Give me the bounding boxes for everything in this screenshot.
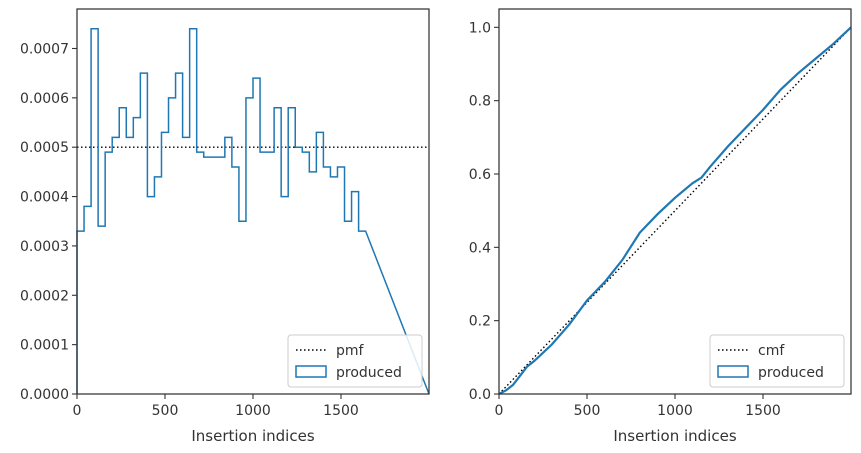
right-axis-ticks: 0 500 1000 1500 0.0 0.2 0.4 0.6 0.8 1.0 — [469, 20, 781, 419]
left-y-tick-label: 0.0001 — [20, 338, 69, 354]
right-plot-area — [498, 26, 852, 395]
right-legend: cmf produced — [709, 334, 845, 388]
right-x-tick-label: 500 — [574, 403, 601, 419]
right-legend-label-produced: produced — [758, 365, 824, 381]
right-y-tick-label: 0.0 — [469, 387, 491, 403]
right-x-tick-label: 1500 — [745, 403, 781, 419]
pmf-histogram-panel: 0 500 1000 1500 0.0000 0.0001 0.0002 0.0003 0.00… — [20, 8, 430, 445]
left-x-tick-label: 1500 — [323, 403, 359, 419]
right-plot-frame — [498, 8, 852, 395]
left-axis-ticks: 0 500 1000 1500 0.0000 0.0001 0.0002 0.0003 0.00… — [20, 41, 359, 419]
right-y-tick-label: 0.4 — [469, 240, 491, 256]
left-x-axis-label: Insertion indices — [191, 427, 314, 445]
left-x-tick-label: 0 — [73, 403, 82, 419]
right-x-axis-label: Insertion indices — [613, 427, 736, 445]
right-series-produced — [498, 26, 852, 395]
left-plot-frame — [76, 8, 430, 395]
left-legend: pmf produced — [287, 334, 423, 388]
left-plot-area — [76, 27, 430, 395]
right-series-cmf — [498, 26, 852, 395]
left-x-tick-label: 1000 — [235, 403, 271, 419]
left-legend-box — [287, 334, 423, 388]
left-x-tick-label: 500 — [152, 403, 179, 419]
left-y-tick-label: 0.0002 — [20, 288, 69, 304]
right-legend-swatch-produced — [717, 365, 749, 378]
right-legend-box — [709, 334, 845, 388]
left-legend-label-produced: produced — [336, 365, 402, 381]
cmf-line-panel: 0 500 1000 1500 0.0 0.2 0.4 0.6 0.8 1.0 Insertion… — [469, 8, 852, 445]
left-legend-swatch-produced — [295, 365, 327, 378]
left-y-tick-label: 0.0006 — [20, 91, 69, 107]
right-y-tick-label: 0.8 — [469, 94, 491, 110]
left-y-tick-label: 0.0004 — [20, 190, 69, 206]
right-y-tick-label: 0.6 — [469, 167, 491, 183]
right-y-tick-label: 1.0 — [469, 20, 491, 36]
right-x-tick-label: 0 — [495, 403, 504, 419]
right-legend-label-cmf: cmf — [758, 343, 785, 359]
left-y-tick-label: 0.0003 — [20, 239, 69, 255]
left-y-tick-label: 0.0007 — [20, 41, 69, 57]
left-series-produced — [76, 27, 430, 395]
left-legend-label-pmf: pmf — [336, 343, 365, 359]
left-y-tick-label: 0.0000 — [20, 387, 69, 403]
right-y-tick-label: 0.2 — [469, 314, 491, 330]
right-x-tick-label: 1000 — [657, 403, 693, 419]
left-y-tick-label: 0.0005 — [20, 140, 69, 156]
